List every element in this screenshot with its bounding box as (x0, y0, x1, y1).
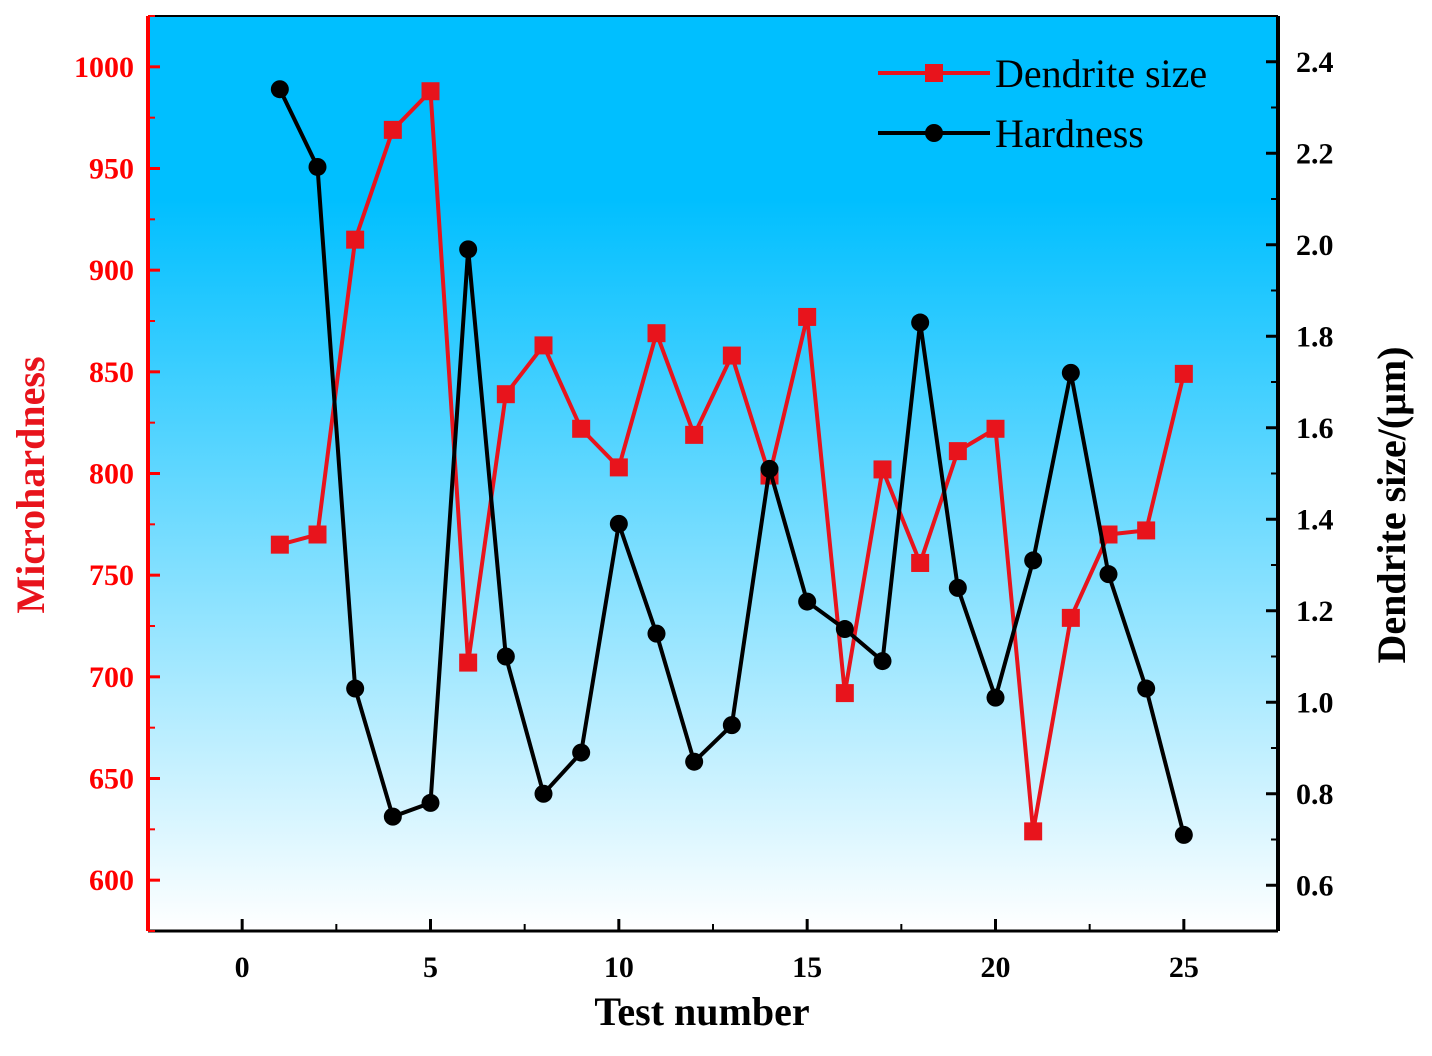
hardness-point (1099, 565, 1118, 584)
dendrite-size-point (308, 525, 327, 544)
dendrite-size-point (534, 336, 553, 355)
hardness-point (534, 784, 553, 803)
dendrite-size-point (1061, 608, 1080, 627)
x-tick-label: 0 (235, 951, 250, 984)
dendrite-size-point (1024, 822, 1043, 841)
x-tick-label: 10 (604, 951, 634, 984)
legend-dendrite-size-label: Dendrite size (995, 51, 1207, 96)
hardness-point (1061, 363, 1080, 382)
right-y-tick-label: 2.4 (1296, 46, 1334, 79)
hardness-point (873, 652, 892, 671)
left-y-tick-label: 1000 (74, 51, 134, 84)
legend-hardness-label: Hardness (995, 111, 1144, 156)
dendrite-size-point (835, 684, 854, 703)
x-tick-label: 15 (792, 951, 822, 984)
dendrite-size-point (609, 458, 628, 477)
hardness-point (1174, 825, 1193, 844)
hardness-point (647, 624, 666, 643)
left-y-tick-label: 650 (89, 763, 134, 796)
hardness-point (986, 688, 1005, 707)
hardness-point (948, 578, 967, 597)
legend-dendrite-size-marker (925, 64, 943, 82)
dendrite-size-point (459, 653, 478, 672)
hardness-point (609, 514, 628, 533)
dendrite-size-point (873, 460, 892, 479)
x-tick-label: 5 (423, 951, 438, 984)
right-y-tick-label: 1.4 (1296, 503, 1334, 536)
dendrite-size-point (798, 307, 817, 326)
left-y-tick-label: 950 (89, 153, 134, 186)
right-y-tick-label: 0.6 (1296, 869, 1334, 902)
dendrite-size-point (572, 419, 591, 438)
left-y-axis-title: Microhardness (8, 356, 53, 613)
dendrite-size-point (986, 419, 1005, 438)
hardness-point (270, 80, 289, 99)
right-y-tick-label: 1.0 (1296, 686, 1334, 719)
hardness-point (835, 620, 854, 639)
hardness-point (421, 793, 440, 812)
dendrite-size-point (496, 385, 515, 404)
hardness-point (572, 743, 591, 762)
left-y-tick-label: 600 (89, 864, 134, 897)
legend-hardness-marker (925, 124, 943, 142)
hardness-point (685, 752, 704, 771)
left-y-tick-label: 700 (89, 661, 134, 694)
hardness-point (722, 716, 741, 735)
x-tick-label: 20 (981, 951, 1011, 984)
dendrite-size-point (647, 324, 666, 343)
x-tick-label: 25 (1169, 951, 1199, 984)
hardness-point (346, 679, 365, 698)
dendrite-size-point (948, 442, 967, 461)
hardness-point (760, 459, 779, 478)
right-y-tick-label: 1.2 (1296, 595, 1334, 628)
hardness-point (308, 157, 327, 176)
x-axis-title: Test number (594, 989, 809, 1034)
right-y-tick-label: 1.8 (1296, 320, 1334, 353)
dendrite-size-point (1137, 521, 1156, 540)
hardness-point (798, 592, 817, 611)
right-y-tick-label: 1.6 (1296, 412, 1334, 445)
dendrite-size-point (346, 230, 365, 249)
left-y-tick-label: 900 (89, 254, 134, 287)
right-y-tick-label: 2.0 (1296, 229, 1334, 262)
legend: Dendrite size Hardness (878, 51, 1207, 156)
dendrite-size-point (383, 120, 402, 139)
left-y-tick-label: 850 (89, 356, 134, 389)
dendrite-size-point (685, 425, 704, 444)
hardness-point (383, 807, 402, 826)
hardness-point (911, 313, 930, 332)
dendrite-size-point (911, 553, 930, 572)
hardness-point (496, 647, 515, 666)
right-y-tick-label: 0.8 (1296, 778, 1334, 811)
left-y-tick-label: 800 (89, 458, 134, 491)
right-y-axis-title: Dendrite size/(μm) (1369, 346, 1414, 663)
dendrite-size-point (722, 346, 741, 365)
hardness-point (459, 240, 478, 259)
dendrite-size-point (270, 535, 289, 554)
dendrite-size-point (1174, 364, 1193, 383)
dendrite-size-point (1099, 525, 1118, 544)
dendrite-size-point (421, 82, 440, 101)
hardness-point (1024, 551, 1043, 570)
hardness-point (1137, 679, 1156, 698)
right-y-tick-label: 2.2 (1296, 137, 1334, 170)
left-y-tick-label: 750 (89, 559, 134, 592)
